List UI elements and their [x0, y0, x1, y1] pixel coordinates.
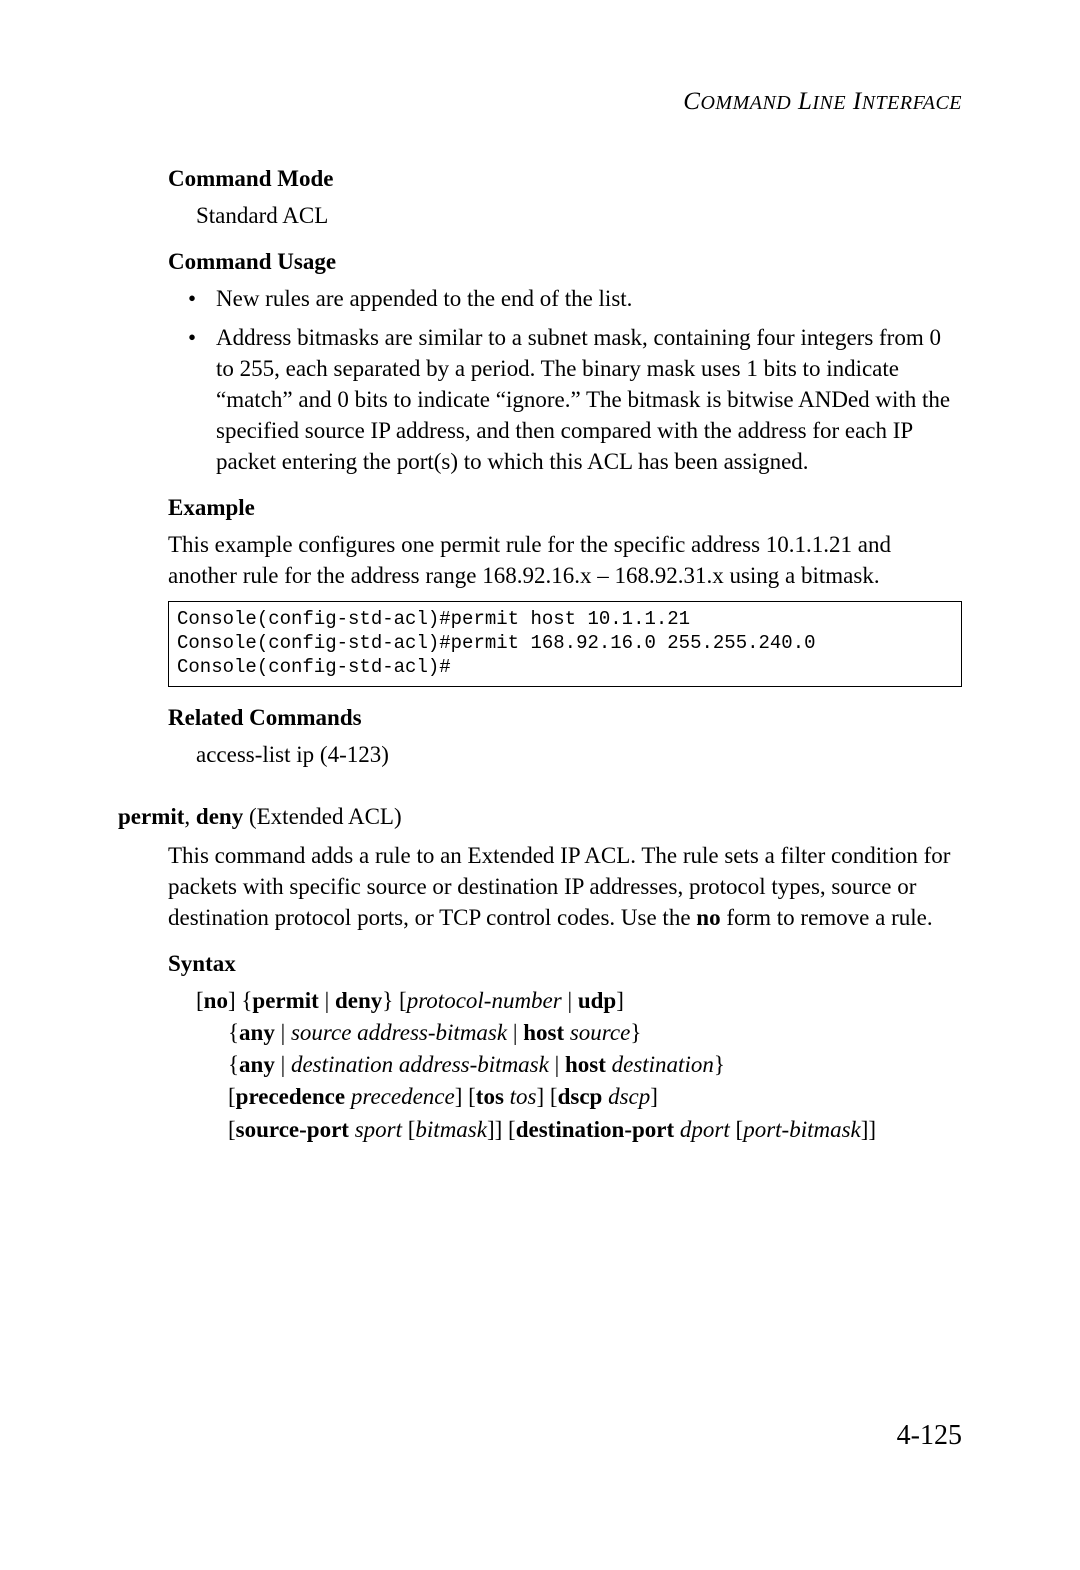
command-description: This command adds a rule to an Extended … — [168, 840, 962, 933]
command-mode-heading: Command Mode — [168, 166, 962, 192]
syntax-line-4: [precedence precedence] [tos tos] [dscp … — [196, 1081, 962, 1113]
console-output: Console(config-std-acl)#permit host 10.1… — [168, 601, 962, 686]
syntax-line-3: {any | destination address-bitmask | hos… — [196, 1049, 962, 1081]
command-usage-heading: Command Usage — [168, 249, 962, 275]
list-item: New rules are appended to the end of the… — [188, 283, 962, 314]
related-commands-heading: Related Commands — [168, 705, 962, 731]
page-number: 4-125 — [897, 1420, 962, 1452]
syntax-line-5: [source-port sport [bitmask]] [destinati… — [196, 1114, 962, 1146]
example-heading: Example — [168, 495, 962, 521]
example-intro: This example configures one permit rule … — [168, 529, 962, 591]
syntax-heading: Syntax — [168, 951, 962, 977]
list-item: Address bitmasks are similar to a subnet… — [188, 322, 962, 477]
page-running-header: COMMAND LINE INTERFACE — [118, 88, 962, 116]
command-mode-value: Standard ACL — [196, 200, 962, 231]
command-usage-list: New rules are appended to the end of the… — [188, 283, 962, 477]
command-title: permit, deny (Extended ACL) — [118, 804, 962, 830]
related-commands-item: access-list ip (4-123) — [196, 739, 962, 770]
syntax-line-1: [no] {permit | deny} [protocol-number | … — [196, 988, 624, 1013]
syntax-block: [no] {permit | deny} [protocol-number | … — [196, 985, 962, 1146]
syntax-line-2: {any | source address-bitmask | host sou… — [196, 1017, 962, 1049]
